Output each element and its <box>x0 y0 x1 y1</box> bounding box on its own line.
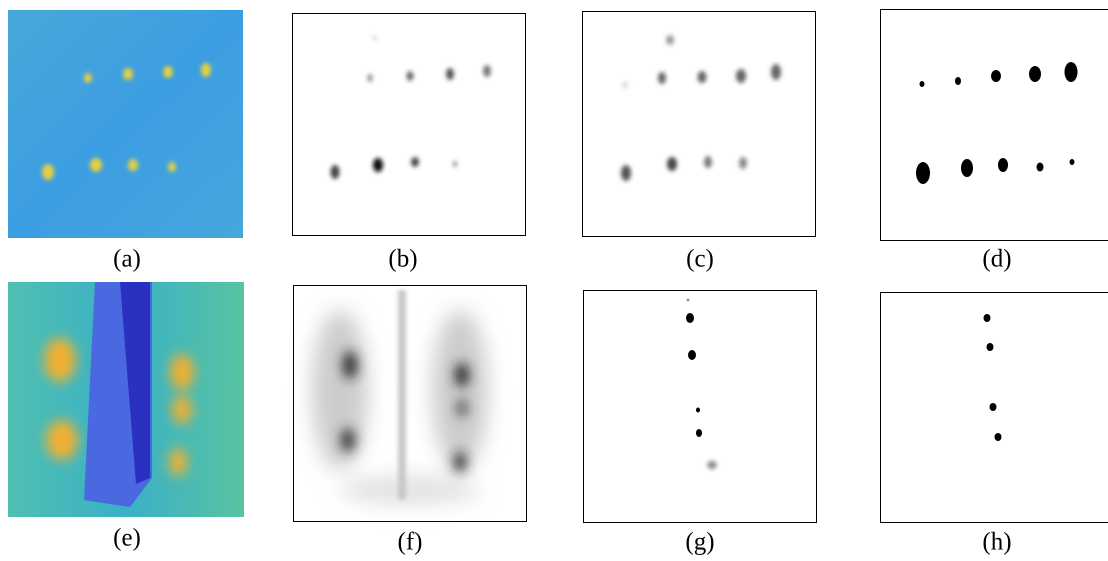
panel-f-image <box>293 285 527 522</box>
spot <box>696 429 702 437</box>
spot <box>994 433 1002 441</box>
hot-spots <box>44 338 194 476</box>
probe-shadow <box>120 282 150 484</box>
panel-label: (h) <box>982 529 1011 556</box>
panel-a-image <box>8 10 243 238</box>
image-frame <box>880 9 1108 241</box>
panel-label: (e) <box>113 525 141 552</box>
spot <box>446 68 454 80</box>
image-frame <box>582 11 816 237</box>
image-frame <box>583 290 817 523</box>
panel-label: (d) <box>982 246 1011 273</box>
image-frame <box>292 13 526 236</box>
spot <box>919 81 925 87</box>
spot <box>686 313 694 323</box>
spot <box>989 403 997 411</box>
spot <box>697 71 707 83</box>
spot <box>622 81 628 89</box>
spot <box>168 162 176 172</box>
panel-label: (b) <box>388 246 417 273</box>
spots <box>916 62 1078 184</box>
spot <box>983 314 991 322</box>
spot <box>1064 62 1078 82</box>
hot-spots <box>42 63 211 180</box>
spot <box>170 354 194 390</box>
panel-g-image <box>583 290 817 523</box>
panel-label: (f) <box>398 529 423 556</box>
haze-blob <box>312 310 368 470</box>
spot <box>367 74 373 82</box>
spot <box>453 161 457 167</box>
spot <box>739 157 747 169</box>
spot <box>986 343 994 351</box>
spot <box>84 73 92 83</box>
spot <box>163 66 173 78</box>
spot <box>457 399 467 417</box>
spot <box>916 162 930 184</box>
spot <box>961 159 973 177</box>
haze <box>312 310 488 505</box>
spot <box>123 68 133 80</box>
panel-c-image <box>582 11 816 237</box>
spot <box>483 65 491 77</box>
spot <box>128 159 138 171</box>
spot <box>44 338 76 382</box>
spot <box>704 156 712 168</box>
spots <box>330 36 491 179</box>
spot <box>169 448 187 476</box>
spot <box>1029 66 1041 82</box>
spot <box>454 452 466 472</box>
spot <box>341 428 355 452</box>
panel-b-image <box>292 13 526 236</box>
spot <box>688 350 696 360</box>
spot <box>373 158 383 172</box>
spot <box>658 72 666 84</box>
spot <box>621 165 631 181</box>
haze-blob <box>432 310 488 470</box>
spot <box>90 158 102 172</box>
spot <box>46 420 78 460</box>
spot <box>172 396 192 424</box>
panel-d-image <box>880 9 1108 241</box>
spot <box>998 158 1008 172</box>
spot <box>991 70 1001 82</box>
panel-label: (c) <box>686 246 714 273</box>
spot <box>707 461 717 469</box>
panel-h-image <box>880 292 1108 523</box>
spot <box>736 69 746 83</box>
spot <box>686 298 690 302</box>
spot <box>696 407 700 413</box>
probe-trace <box>398 290 406 500</box>
spot <box>1036 162 1044 172</box>
panel-e-image <box>8 282 244 517</box>
spot <box>667 157 677 171</box>
spot <box>411 157 419 167</box>
image-background <box>8 10 243 238</box>
panel-label: (a) <box>113 246 141 273</box>
spots <box>341 351 469 472</box>
spots <box>983 314 1002 441</box>
spot <box>771 64 781 80</box>
spot <box>373 36 377 40</box>
spot <box>201 63 211 77</box>
spot <box>955 77 961 85</box>
spot <box>455 363 469 387</box>
spot <box>406 71 414 81</box>
haze-blob <box>340 475 480 505</box>
spot <box>343 351 357 379</box>
spots <box>621 35 781 181</box>
spot <box>1069 159 1075 165</box>
spot <box>330 165 340 179</box>
spot <box>666 35 674 45</box>
spot <box>42 164 54 180</box>
panel-label: (g) <box>685 529 714 556</box>
spots <box>686 298 717 469</box>
